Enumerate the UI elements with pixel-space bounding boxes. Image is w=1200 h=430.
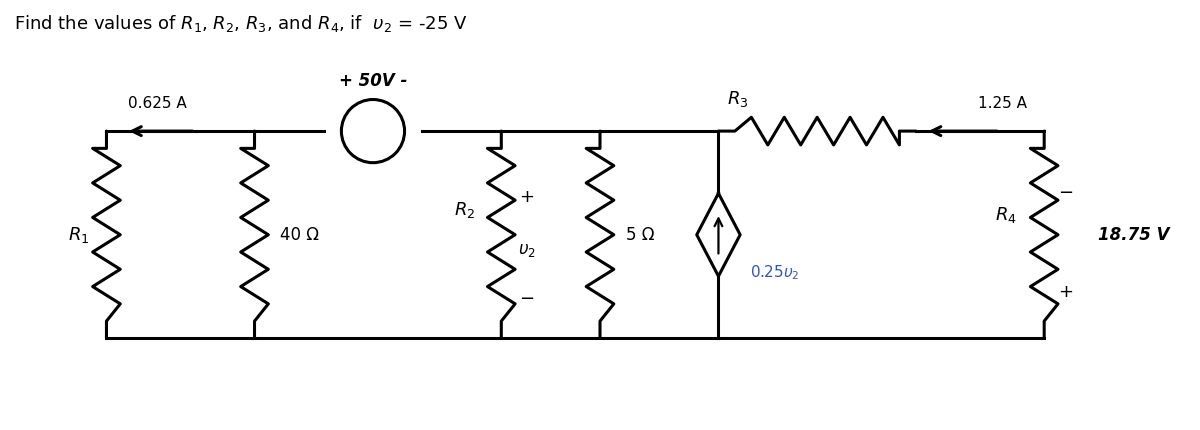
Text: 5 Ω: 5 Ω [625,226,654,244]
Text: $\upsilon_2$: $\upsilon_2$ [518,240,536,258]
Text: +: + [1058,283,1074,301]
Text: +: + [520,188,534,206]
Text: −: − [1058,184,1074,202]
Text: $R_2$: $R_2$ [455,200,475,220]
Text: 40 Ω: 40 Ω [280,226,319,244]
Text: $R_1$: $R_1$ [68,225,90,245]
Text: 1.25 A: 1.25 A [978,96,1027,111]
Text: 0.625 A: 0.625 A [128,96,187,111]
Text: $0.25\upsilon_2$: $0.25\upsilon_2$ [750,263,799,282]
Text: $R_3$: $R_3$ [727,89,749,109]
Text: + 50V -: + 50V - [338,72,407,89]
Text: −: − [520,290,534,308]
Text: Find the values of $R_1$, $R_2$, $R_3$, and $R_4$, if  $\upsilon_2$ = -25 V: Find the values of $R_1$, $R_2$, $R_3$, … [13,13,467,34]
Text: 18.75 V: 18.75 V [1098,226,1170,244]
Text: $R_4$: $R_4$ [995,205,1016,225]
